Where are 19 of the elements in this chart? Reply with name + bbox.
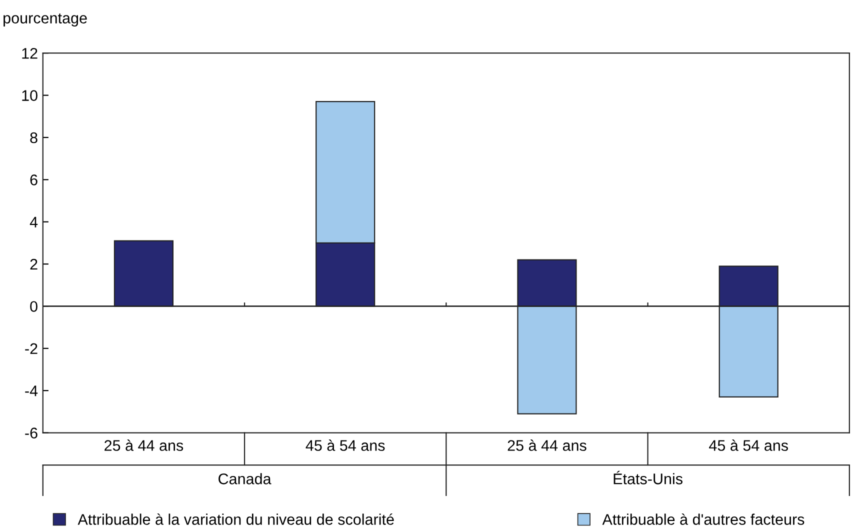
x-tick-label: 25 à 44 ans <box>104 440 184 451</box>
y-tick-label: 2 <box>30 258 38 270</box>
x-tick-label: 45 à 54 ans <box>709 440 788 451</box>
x-tick-label: 25 à 44 ans <box>508 440 586 451</box>
text: Canada <box>218 473 272 484</box>
y-axis-title: pourcentage <box>4 13 87 27</box>
y-tick-label: -2 <box>25 343 38 354</box>
y-tick-label: 6 <box>30 174 38 186</box>
y-tick-label: 0 <box>30 301 38 312</box>
y-tick-label: 4 <box>30 216 38 228</box>
y-tick-label: 10 <box>22 90 38 101</box>
x-tick-label: 45 à 54 ans <box>306 440 385 451</box>
legend-label: Attribuable à d'autres facteurs <box>602 513 804 525</box>
y-tick-label: 12 <box>22 48 38 59</box>
legend-label: Attribuable à la variation du niveau de scolarité <box>78 513 394 525</box>
y-tick-label: -6 <box>25 428 38 438</box>
text: États-Unis <box>614 470 682 484</box>
y-tick-label: 8 <box>30 132 38 144</box>
y-tick-label: -4 <box>25 386 38 396</box>
